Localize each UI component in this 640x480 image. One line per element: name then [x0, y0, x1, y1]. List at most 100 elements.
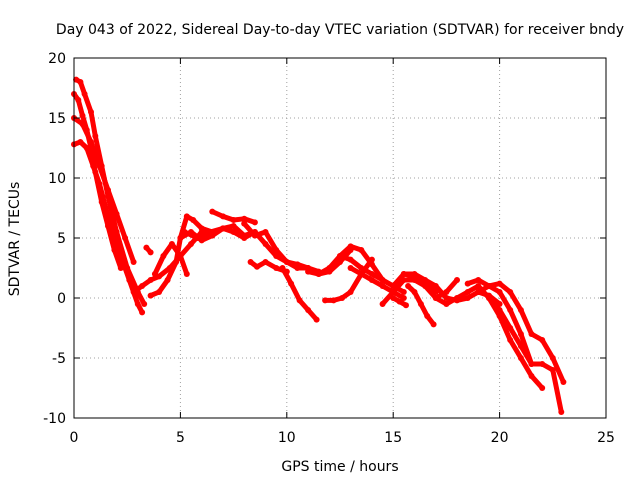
data-point [143, 244, 150, 251]
data-point [247, 259, 254, 265]
y-tick-label: 15 [48, 111, 66, 127]
sat-track-8 [151, 241, 190, 277]
data-point [517, 355, 524, 361]
data-point [273, 247, 280, 253]
data-point [358, 265, 365, 271]
chart-title: Day 043 of 2022, Sidereal Day-to-day VTE… [56, 22, 624, 38]
data-point [183, 213, 190, 220]
data-point [507, 289, 514, 295]
data-point [347, 243, 354, 250]
data-point [241, 220, 248, 227]
data-point [539, 361, 546, 367]
sat-track-20 [390, 295, 409, 309]
x-tick-label: 20 [491, 430, 509, 446]
x-tick-label: 10 [278, 430, 296, 446]
data-point [507, 325, 514, 331]
data-point [283, 259, 290, 265]
data-point [251, 219, 258, 226]
data-point [403, 302, 409, 309]
data-point [475, 289, 482, 295]
data-point [188, 241, 194, 247]
data-point [517, 343, 524, 349]
data-point [209, 208, 216, 215]
data-point [177, 253, 184, 259]
data-point [262, 259, 269, 265]
data-point [96, 181, 103, 187]
sat-track-26 [486, 295, 565, 415]
data-point [432, 283, 439, 289]
y-tick-label: 20 [48, 51, 66, 67]
data-point [139, 309, 146, 316]
data-point [486, 295, 492, 301]
data-point [507, 307, 514, 313]
y-tick-label: 5 [57, 231, 66, 247]
data-point [560, 379, 567, 385]
data-point [400, 277, 407, 283]
data-point [517, 331, 524, 337]
data-point [379, 301, 386, 307]
data-point [230, 217, 237, 223]
data-point [77, 79, 84, 85]
sat-track-14 [279, 265, 320, 323]
data-point [400, 295, 407, 301]
data-point [390, 289, 397, 295]
data-point [405, 283, 412, 289]
data-point [539, 337, 546, 343]
x-axis-label: GPS time / hours [281, 459, 398, 475]
sat-track-22 [405, 283, 437, 328]
data-point [358, 271, 365, 277]
data-point [347, 289, 354, 295]
data-point [122, 235, 129, 241]
data-point [160, 253, 167, 259]
data-point [273, 265, 280, 271]
data-point [220, 213, 226, 220]
data-point [117, 253, 124, 259]
data-point [305, 307, 312, 313]
data-point [177, 235, 184, 241]
data-point [209, 232, 216, 239]
data-point [83, 145, 90, 151]
data-point [156, 289, 163, 295]
data-point [126, 277, 133, 283]
data-point [330, 297, 337, 304]
data-point [134, 301, 141, 307]
data-point [430, 321, 437, 328]
data-point [558, 409, 565, 415]
y-tick-label: 0 [57, 291, 66, 307]
data-point [507, 337, 514, 343]
data-point [130, 259, 137, 265]
data-point [79, 112, 86, 119]
data-point [400, 289, 407, 295]
data-point [337, 253, 343, 259]
data-point [517, 307, 524, 313]
data-point [168, 241, 175, 247]
data-point [390, 295, 397, 301]
data-point [422, 283, 429, 289]
data-point [379, 277, 386, 283]
data-point [443, 295, 450, 301]
data-point [549, 367, 556, 373]
data-point [113, 211, 120, 217]
data-point [81, 91, 88, 97]
sat-track-4 [71, 115, 137, 265]
data-point [315, 271, 322, 277]
data-point [368, 271, 375, 277]
data-point [496, 307, 503, 313]
data-point [251, 232, 258, 239]
data-point [279, 265, 286, 271]
data-point [230, 223, 237, 229]
data-point [539, 385, 546, 391]
data-point [411, 289, 418, 295]
data-point [294, 261, 301, 268]
data-point [79, 121, 86, 127]
x-tick-label: 5 [176, 430, 185, 446]
data-point [77, 139, 84, 145]
data-point [549, 355, 556, 361]
data-point [102, 205, 109, 211]
axis-ticks: 0 5 10 15 20 25 -10 -5 0 5 10 15 20 [43, 51, 615, 446]
data-point [105, 187, 111, 193]
data-point [139, 283, 146, 289]
data-point [183, 271, 190, 277]
data-point [88, 139, 94, 145]
